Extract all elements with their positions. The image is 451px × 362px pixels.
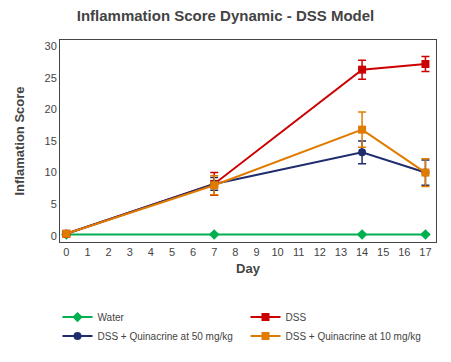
svg-text:12: 12 [314, 246, 326, 258]
svg-text:16: 16 [398, 246, 410, 258]
svg-text:10: 10 [45, 166, 57, 178]
svg-text:25: 25 [45, 72, 57, 84]
svg-text:DSS: DSS [286, 312, 307, 323]
svg-text:3: 3 [127, 246, 133, 258]
svg-text:30: 30 [45, 40, 57, 52]
svg-text:9: 9 [253, 246, 259, 258]
svg-text:13: 13 [335, 246, 347, 258]
svg-text:Inflamation Score: Inflamation Score [12, 86, 27, 195]
svg-text:8: 8 [232, 246, 238, 258]
svg-text:DSS + Quinacrine at 50 mg/kg: DSS + Quinacrine at 50 mg/kg [98, 331, 233, 342]
svg-text:4: 4 [148, 246, 154, 258]
svg-text:1: 1 [84, 246, 90, 258]
svg-text:11: 11 [293, 246, 304, 258]
svg-text:0: 0 [51, 230, 57, 242]
svg-text:Water: Water [98, 312, 125, 323]
svg-text:14: 14 [356, 246, 368, 258]
svg-text:0: 0 [63, 246, 69, 258]
svg-text:6: 6 [190, 246, 196, 258]
svg-text:20: 20 [45, 103, 57, 115]
svg-text:5: 5 [169, 246, 175, 258]
svg-text:10: 10 [271, 246, 283, 258]
svg-text:5: 5 [51, 198, 57, 210]
svg-text:2: 2 [106, 246, 112, 258]
svg-text:7: 7 [211, 246, 217, 258]
svg-text:Inflammation Score Dynamic - D: Inflammation Score Dynamic - DSS Model [77, 7, 375, 24]
svg-text:17: 17 [419, 246, 431, 258]
svg-text:15: 15 [377, 246, 389, 258]
svg-text:DSS + Quinacrine at 10 mg/kg: DSS + Quinacrine at 10 mg/kg [286, 331, 421, 342]
svg-text:Day: Day [236, 261, 261, 276]
svg-text:15: 15 [45, 135, 57, 147]
